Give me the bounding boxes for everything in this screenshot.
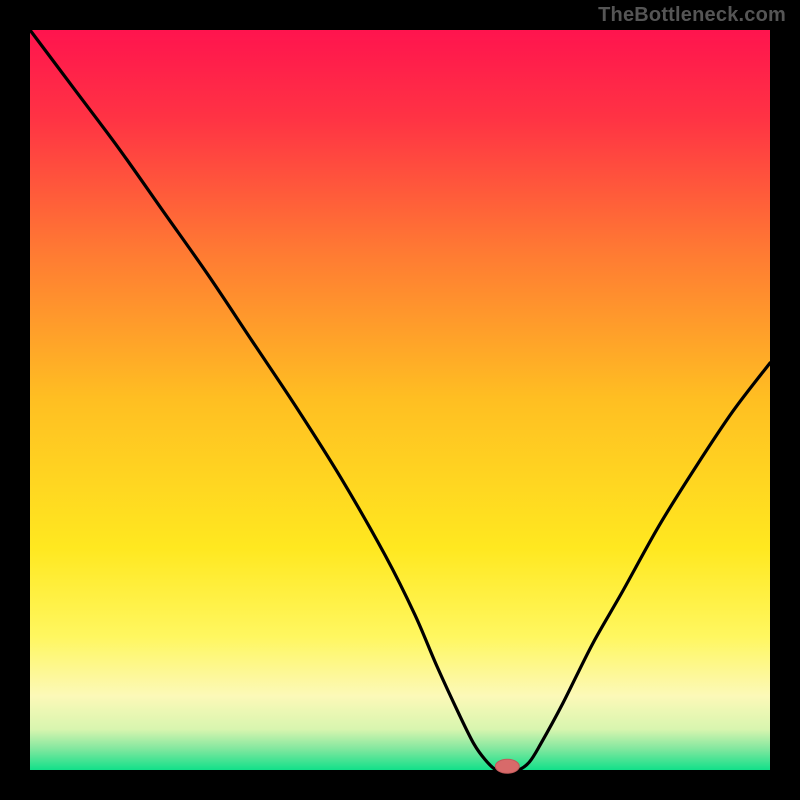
bottleneck-chart xyxy=(0,0,800,800)
plot-area xyxy=(30,30,770,770)
sweet-spot-marker xyxy=(495,759,519,773)
